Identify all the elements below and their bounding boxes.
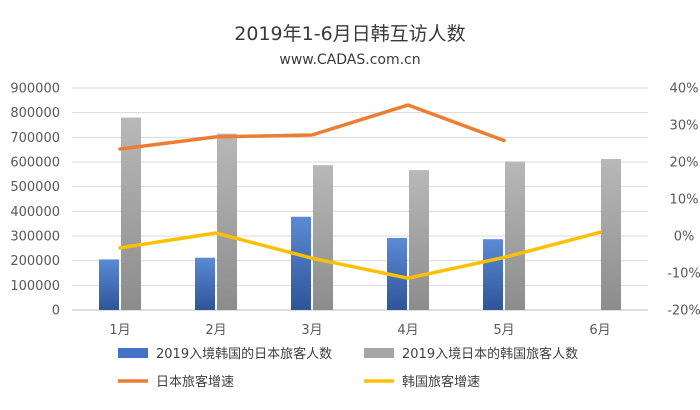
bar-korea-visitors [601, 159, 621, 310]
bar-korea-visitors [121, 117, 141, 310]
right-tick-label: 0% [674, 230, 695, 245]
bar-japan-visitors [195, 257, 215, 310]
bar-japan-visitors [387, 237, 407, 310]
left-tick-label: 500000 [10, 180, 60, 195]
bar-japan-visitors [291, 216, 311, 310]
left-tick-label: 200000 [10, 254, 60, 269]
left-tick-label: 700000 [10, 131, 60, 146]
bar-korea-visitors [313, 165, 333, 310]
legend-label: 日本旅客增速 [156, 374, 234, 390]
legend-label: 2019入境韩国的日本旅客人数 [156, 346, 332, 362]
left-tick-label: 400000 [10, 205, 60, 220]
right-axis-ticks: -20% -10% 0% 10% 20% 30% 40% [667, 82, 700, 319]
left-axis-ticks: 0 100000 200000 300000 400000 500000 600000 700… [10, 82, 60, 319]
right-tick-label: 30% [670, 119, 699, 134]
legend-label: 2019入境日本的韩国旅客人数 [402, 346, 578, 362]
x-tick-label: 5月 [493, 323, 514, 338]
legend-swatch [118, 348, 148, 358]
bar-korea-visitors [409, 170, 429, 310]
x-tick-label: 1月 [109, 323, 130, 338]
x-axis-ticks: 1月 2月 3月 4月 5月 6月 [109, 323, 610, 338]
bar-korea-visitors [505, 161, 525, 310]
left-tick-label: 0 [52, 304, 60, 319]
right-tick-label: -10% [667, 267, 700, 282]
bar-japan-visitors [483, 239, 503, 310]
x-tick-label: 3月 [301, 323, 322, 338]
legend-swatch [364, 348, 394, 358]
gridlines [72, 87, 648, 311]
x-tick-label: 6月 [589, 323, 610, 338]
bar-japan-visitors [99, 259, 119, 310]
left-tick-label: 800000 [10, 106, 60, 121]
line-korea-growth [118, 230, 602, 280]
line-japan-growth [118, 103, 506, 151]
chart-title: 2019年1-6月日韩互访人数 [234, 23, 465, 45]
left-tick-label: 100000 [10, 279, 60, 294]
right-tick-label: 40% [670, 82, 699, 97]
right-tick-label: 20% [670, 156, 699, 171]
bar-series [99, 117, 621, 310]
left-tick-label: 300000 [10, 230, 60, 245]
right-tick-label: -20% [667, 304, 700, 319]
bar-korea-visitors [217, 133, 237, 310]
line-series [118, 103, 602, 280]
left-tick-label: 600000 [10, 156, 60, 171]
legend-label: 韩国旅客增速 [402, 374, 480, 390]
right-tick-label: 10% [670, 193, 699, 208]
left-tick-label: 900000 [10, 82, 60, 97]
x-tick-label: 2月 [205, 323, 226, 338]
x-tick-label: 4月 [397, 323, 418, 338]
chart-subtitle: www.CADAS.com.cn [279, 52, 420, 68]
